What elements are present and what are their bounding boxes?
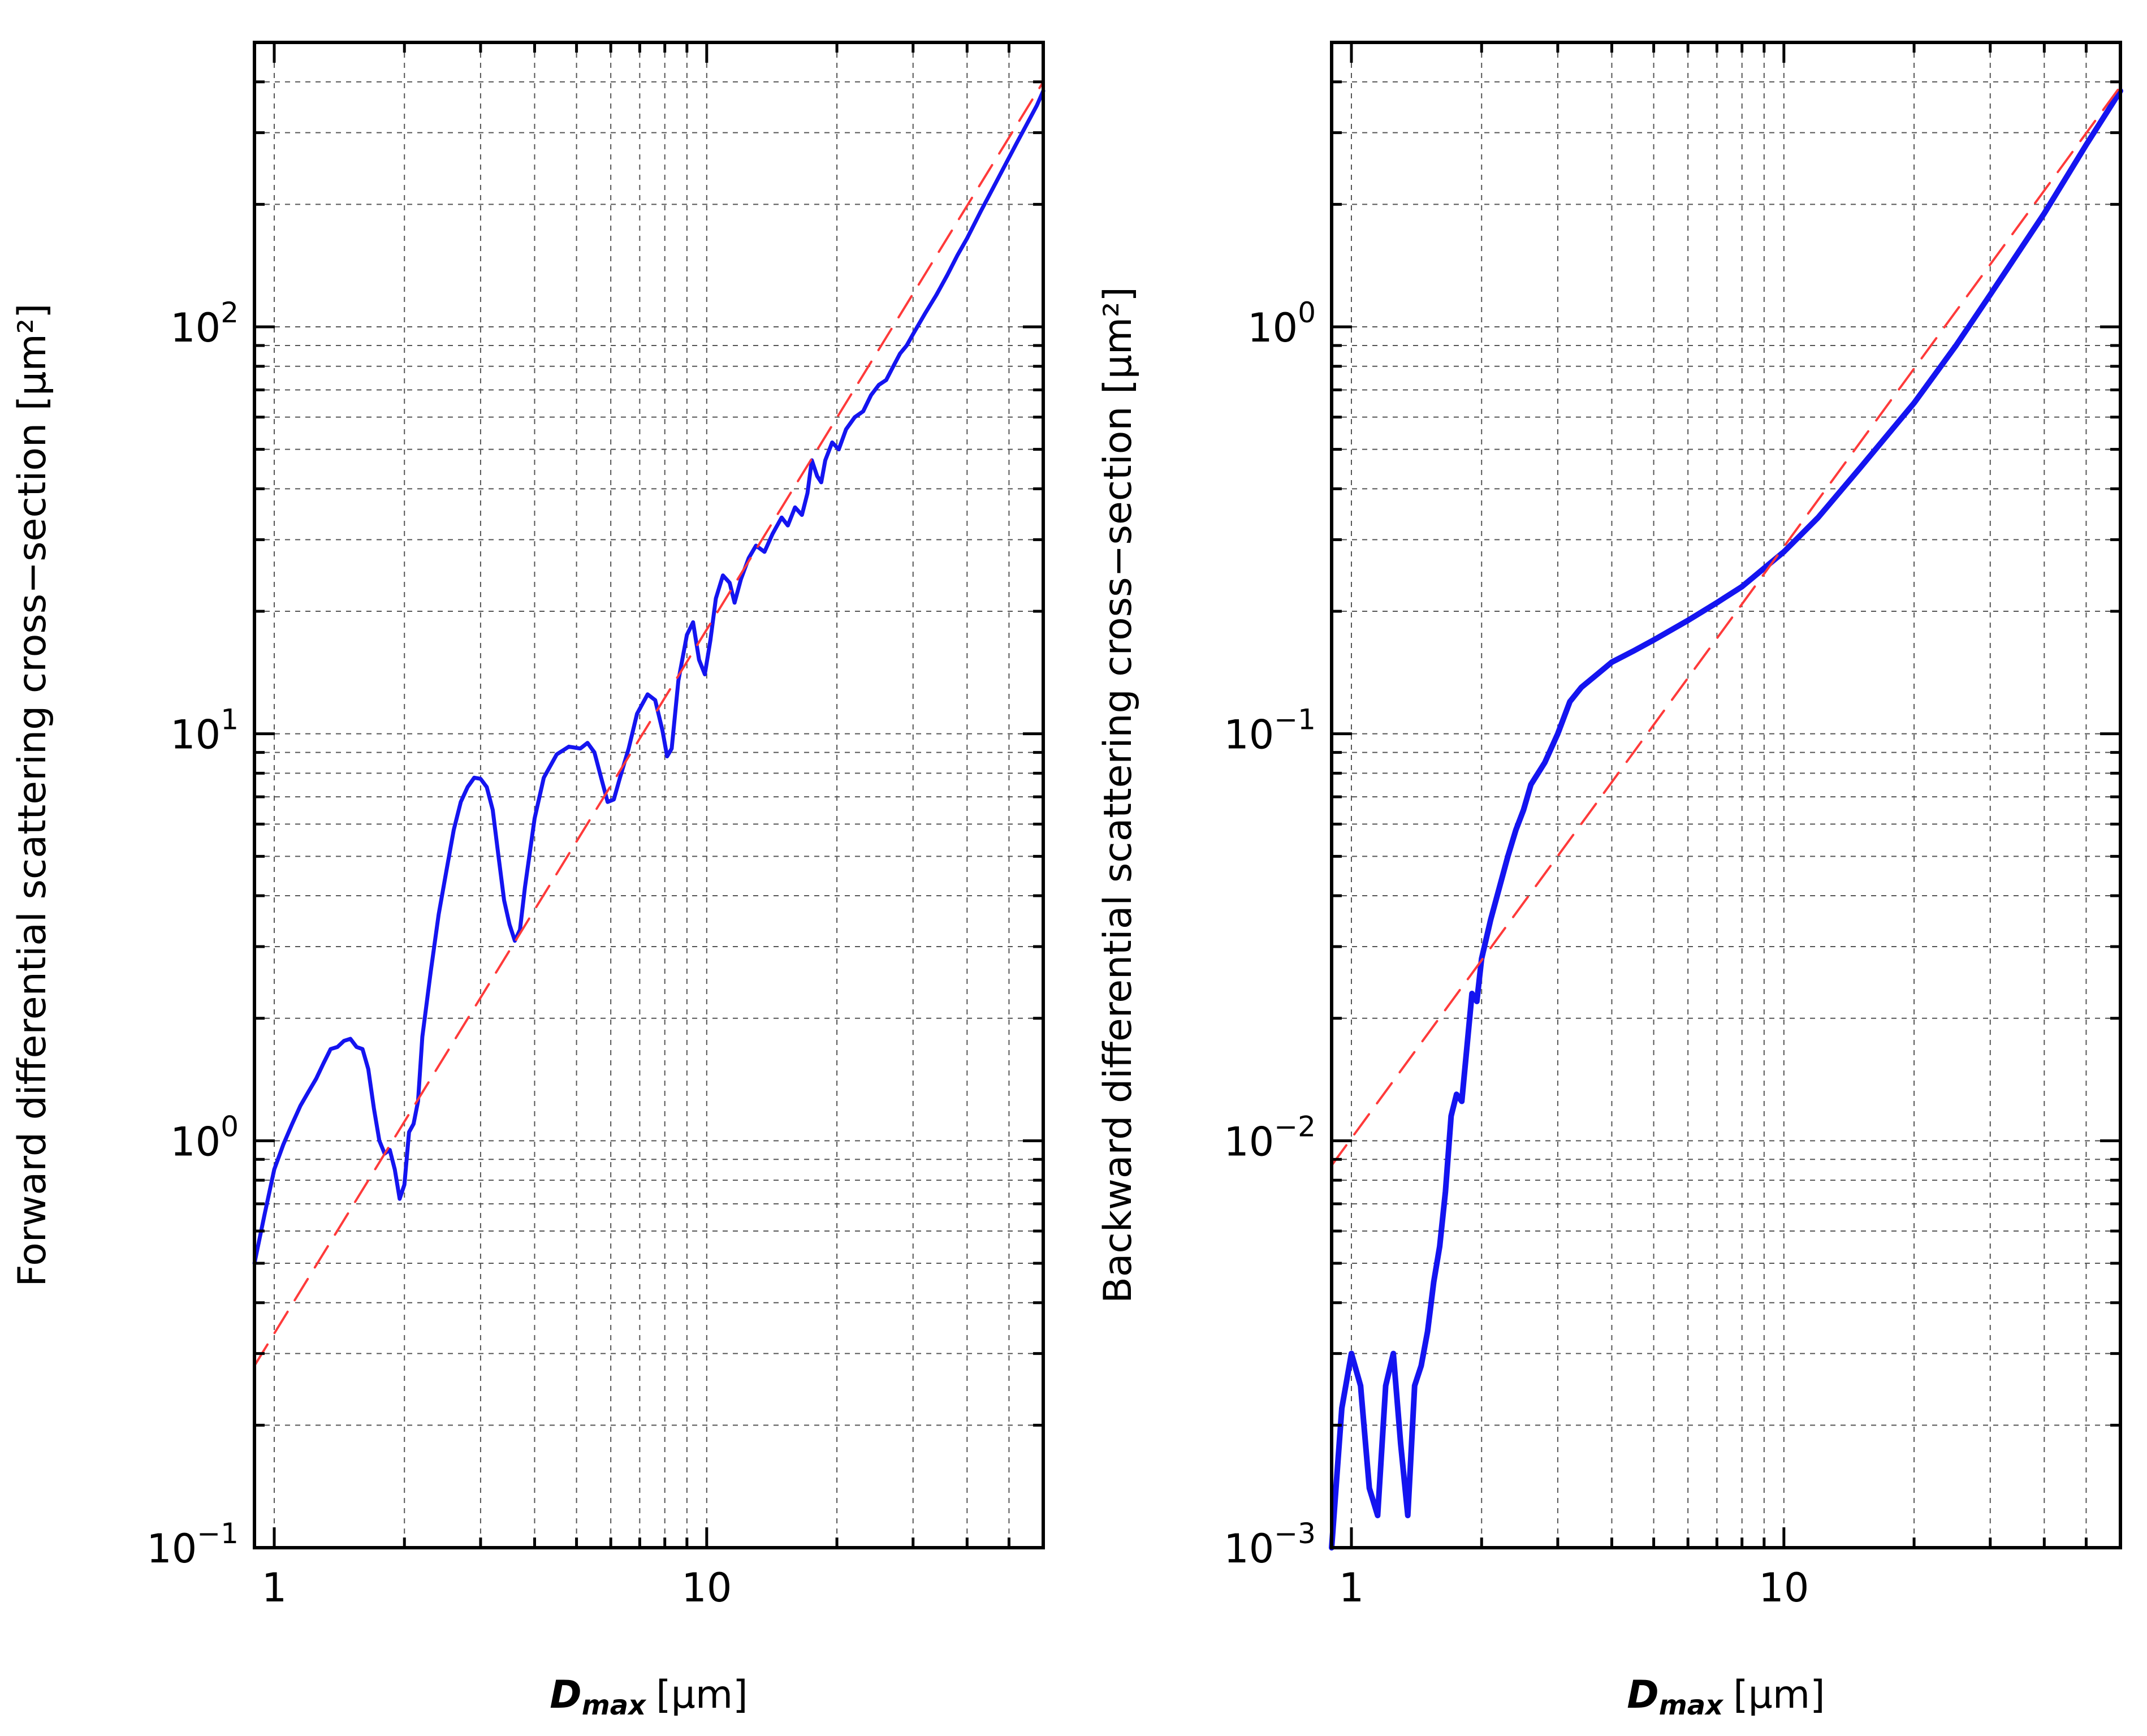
backward-scattering-panel: 1 10 10−3 10−2 10−1 100 Dmax [μm] Backward dif… bbox=[1096, 41, 2123, 1721]
data-series bbox=[1329, 85, 2123, 1551]
data-line bbox=[1329, 88, 2123, 1551]
gridlines bbox=[1331, 42, 2121, 1548]
forward-scattering-panel: 1 10 10−1 100 101 102 Dmax [μm] Forward differ… bbox=[10, 41, 1046, 1721]
x-tick-label: 1 bbox=[1339, 1565, 1364, 1611]
tick-labels: 1 10 10−3 10−2 10−1 100 bbox=[1224, 296, 1809, 1611]
x-axis-title: Dmax [μm] bbox=[1627, 1673, 1825, 1721]
fit-line bbox=[253, 80, 1044, 1367]
y-tick-label: 100 bbox=[1247, 296, 1316, 351]
y-tick-label: 10−2 bbox=[1224, 1110, 1316, 1165]
y-tick-label: 10−1 bbox=[146, 1517, 239, 1572]
y-axis-title: Backward differential scattering cross−s… bbox=[1096, 287, 1141, 1303]
x-tick-label: 10 bbox=[681, 1565, 732, 1611]
y-axis-title: Forward differential scattering cross−se… bbox=[10, 304, 55, 1287]
plot-frame bbox=[1330, 41, 2122, 1549]
y-tick-label: 10−3 bbox=[1224, 1517, 1316, 1572]
y-tick-label: 102 bbox=[170, 296, 239, 351]
data-series bbox=[252, 80, 1046, 1367]
fit-line bbox=[1330, 85, 2122, 1167]
y-tick-label: 100 bbox=[170, 1110, 239, 1165]
x-tick-label: 1 bbox=[262, 1565, 287, 1611]
x-axis-title: Dmax [μm] bbox=[550, 1673, 748, 1721]
x-tick-label: 10 bbox=[1759, 1565, 1809, 1611]
plot-frame bbox=[253, 41, 1045, 1549]
y-tick-label: 101 bbox=[170, 703, 239, 758]
tick-labels: 1 10 10−1 100 101 102 bbox=[146, 296, 732, 1611]
y-tick-label: 10−1 bbox=[1224, 703, 1316, 758]
